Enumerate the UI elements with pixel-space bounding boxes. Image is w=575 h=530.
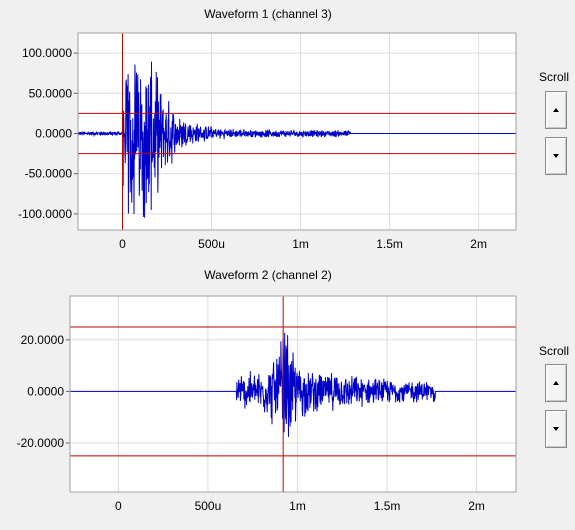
scroll-up-button-1[interactable] — [545, 91, 567, 129]
y-tick-label: 20.0000 — [21, 333, 65, 347]
x-tick-label: 1.5m — [376, 237, 403, 251]
y-tick-label: -20.0000 — [17, 436, 65, 450]
x-tick-label: 500u — [195, 499, 222, 513]
y-tick-label: 100.0000 — [22, 46, 72, 60]
y-tick-label: 50.0000 — [29, 86, 73, 100]
waveform-1-chart: 0 500u 1m 1.5m 2m 100.0000 50.0000 0.0000 -50.00… — [18, 32, 517, 251]
x-tick-label: 1m — [292, 237, 309, 251]
arrow-up-icon — [553, 108, 559, 112]
x-tick-label: 2m — [468, 499, 485, 513]
scroll-down-button-2[interactable] — [545, 410, 567, 448]
x-tick-label: 2m — [470, 237, 487, 251]
scroll-down-button-1[interactable] — [545, 137, 567, 175]
y-tick-label: -100.0000 — [18, 207, 72, 221]
x-tick-label: 0 — [119, 237, 126, 251]
scroll-label-1: Scroll — [538, 70, 569, 84]
arrow-up-icon — [553, 381, 559, 385]
y-tick-label: 0.0000 — [27, 384, 64, 398]
x-tick-label: 1m — [289, 499, 306, 513]
x-tick-label: 1.5m — [374, 499, 401, 513]
waveform-2-title: Waveform 2 (channel 2) — [204, 268, 332, 282]
plot-border — [69, 295, 517, 493]
arrow-down-icon — [553, 427, 559, 431]
plot-border — [77, 32, 517, 231]
waveform-1-title: Waveform 1 (channel 3) — [204, 7, 332, 21]
arrow-down-icon — [553, 154, 559, 158]
scroll-up-button-2[interactable] — [545, 364, 567, 402]
waveform-series — [77, 61, 516, 218]
y-tick-label: 0.0000 — [35, 127, 72, 141]
y-tick-label: -50.0000 — [25, 167, 73, 181]
scroll-label-2: Scroll — [538, 344, 569, 358]
waveform-series — [70, 332, 516, 437]
x-tick-label: 500u — [198, 237, 225, 251]
x-tick-label: 0 — [115, 499, 122, 513]
